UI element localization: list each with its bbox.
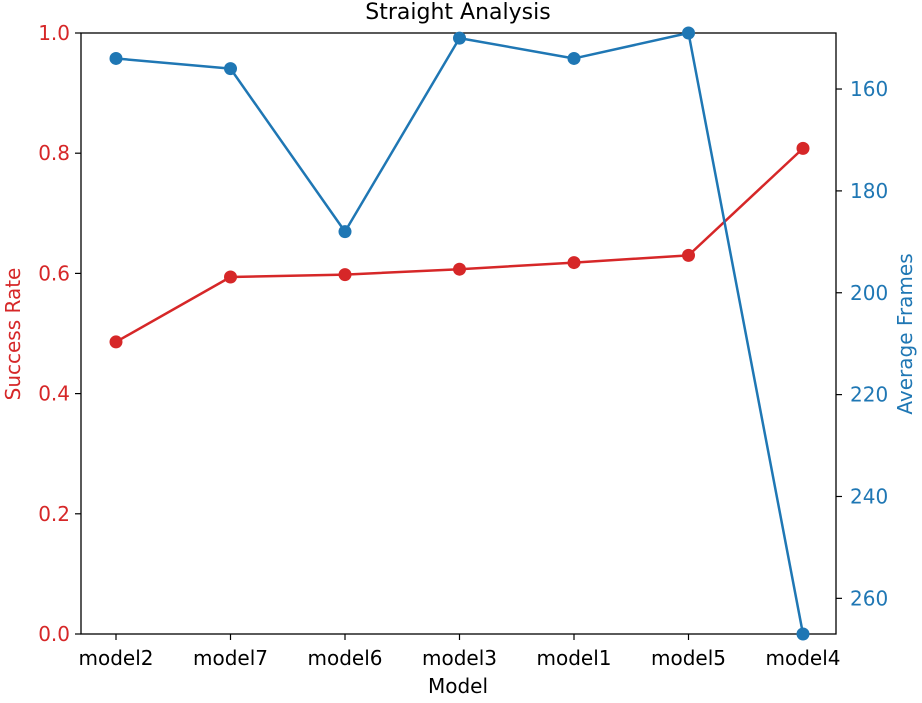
data-point-left <box>796 141 810 155</box>
data-point-right <box>338 225 352 239</box>
data-point-right <box>796 627 810 641</box>
data-point-right <box>567 51 581 65</box>
x-tick-label: model4 <box>766 646 841 670</box>
left-y-tick-label: 1.0 <box>38 21 70 45</box>
plot-frame <box>80 32 837 635</box>
x-tick-label: model3 <box>422 646 497 670</box>
left-y-axis-label: Success Rate <box>1 268 25 401</box>
data-point-left <box>109 335 123 349</box>
right-y-tick-label: 240 <box>850 484 888 508</box>
data-point-right <box>453 31 466 45</box>
right-y-tick-label: 220 <box>850 383 888 407</box>
data-point-right <box>224 62 237 76</box>
chart-title: Straight Analysis <box>365 0 550 25</box>
data-point-left <box>453 262 466 276</box>
right-y-tick-label: 160 <box>850 77 888 101</box>
series-line-right <box>115 31 805 635</box>
right-y-tick-label: 200 <box>850 281 888 305</box>
right-y-axis-label: Average Frames <box>893 253 917 414</box>
series-line-left <box>115 147 804 344</box>
left-y-tick-label: 0.0 <box>38 622 70 646</box>
left-y-tick-label: 0.6 <box>38 261 70 285</box>
x-tick-label: model5 <box>651 646 726 670</box>
data-point-left <box>224 270 237 284</box>
x-tick-label: model6 <box>308 646 383 670</box>
right-y-tick-label: 260 <box>850 586 888 610</box>
data-point-left <box>338 268 352 282</box>
x-axis-label: Model <box>428 674 488 698</box>
x-tick-label: model2 <box>79 646 154 670</box>
left-y-tick-label: 0.8 <box>38 141 70 165</box>
x-tick-label: model1 <box>537 646 612 670</box>
left-y-tick-label: 0.2 <box>38 502 70 526</box>
x-tick-label: model7 <box>193 646 268 670</box>
data-point-left <box>567 256 581 270</box>
data-point-right <box>109 51 123 65</box>
data-point-right <box>682 26 695 40</box>
left-y-tick-label: 0.4 <box>38 382 70 406</box>
right-y-tick-label: 180 <box>850 179 888 203</box>
data-point-left <box>682 248 695 262</box>
